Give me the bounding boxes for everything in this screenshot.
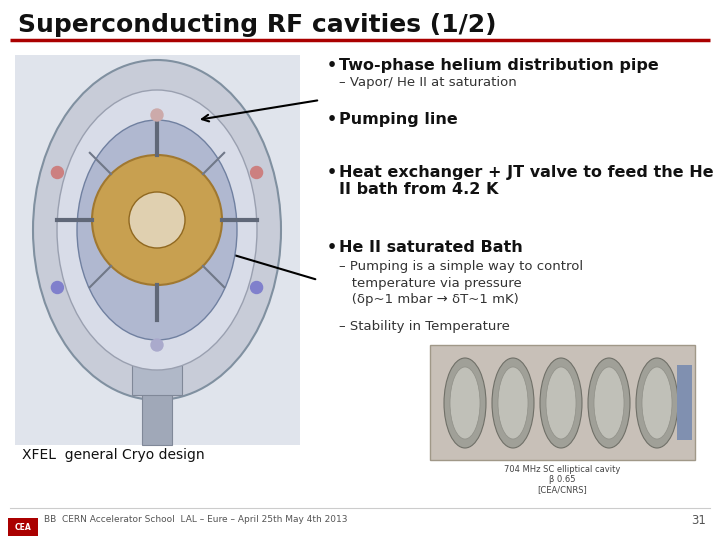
Circle shape bbox=[51, 281, 63, 294]
Text: •: • bbox=[327, 240, 337, 255]
Ellipse shape bbox=[642, 367, 672, 439]
Bar bbox=[132, 365, 182, 395]
Text: Two-phase helium distribution pipe: Two-phase helium distribution pipe bbox=[339, 58, 659, 73]
Text: He II saturated Bath: He II saturated Bath bbox=[339, 240, 523, 255]
Ellipse shape bbox=[594, 367, 624, 439]
Ellipse shape bbox=[546, 367, 576, 439]
Ellipse shape bbox=[77, 120, 237, 340]
Ellipse shape bbox=[492, 358, 534, 448]
Text: Pumping line: Pumping line bbox=[339, 112, 458, 127]
Circle shape bbox=[151, 109, 163, 121]
Ellipse shape bbox=[33, 60, 281, 400]
Text: BB  CERN Accelerator School  LAL – Eure – April 25th May 4th 2013: BB CERN Accelerator School LAL – Eure – … bbox=[44, 516, 348, 524]
Text: CEA: CEA bbox=[14, 523, 32, 531]
Circle shape bbox=[129, 192, 185, 248]
Bar bbox=[430, 345, 695, 460]
Ellipse shape bbox=[450, 367, 480, 439]
Text: β 0.65: β 0.65 bbox=[549, 475, 575, 484]
Text: Superconducting RF cavities (1/2): Superconducting RF cavities (1/2) bbox=[18, 13, 497, 37]
Text: XFEL  general Cryo design: XFEL general Cryo design bbox=[22, 448, 204, 462]
Ellipse shape bbox=[588, 358, 630, 448]
Circle shape bbox=[251, 166, 263, 179]
Bar bbox=[677, 365, 692, 440]
Ellipse shape bbox=[498, 367, 528, 439]
Text: •: • bbox=[327, 58, 337, 73]
Ellipse shape bbox=[57, 90, 257, 370]
Ellipse shape bbox=[540, 358, 582, 448]
Text: – Stability in Temperature: – Stability in Temperature bbox=[339, 320, 510, 333]
Text: Heat exchanger + JT valve to feed the He
II bath from 4.2 K: Heat exchanger + JT valve to feed the He… bbox=[339, 165, 714, 198]
Text: 31: 31 bbox=[691, 514, 706, 526]
Text: •: • bbox=[327, 165, 337, 180]
Text: [CEA/CNRS]: [CEA/CNRS] bbox=[537, 485, 587, 494]
Text: – Pumping is a simple way to control
   temperature via pressure
   (δp~1 mbar →: – Pumping is a simple way to control tem… bbox=[339, 260, 583, 306]
Bar bbox=[15, 55, 300, 445]
Circle shape bbox=[151, 339, 163, 351]
Ellipse shape bbox=[444, 358, 486, 448]
Text: – Vapor/ He II at saturation: – Vapor/ He II at saturation bbox=[339, 76, 517, 89]
Bar bbox=[8, 518, 38, 536]
Text: •: • bbox=[327, 112, 337, 127]
Text: 704 MHz SC elliptical cavity: 704 MHz SC elliptical cavity bbox=[504, 465, 620, 474]
Ellipse shape bbox=[636, 358, 678, 448]
Bar bbox=[142, 385, 172, 445]
Circle shape bbox=[51, 166, 63, 179]
Circle shape bbox=[92, 155, 222, 285]
Circle shape bbox=[251, 281, 263, 294]
